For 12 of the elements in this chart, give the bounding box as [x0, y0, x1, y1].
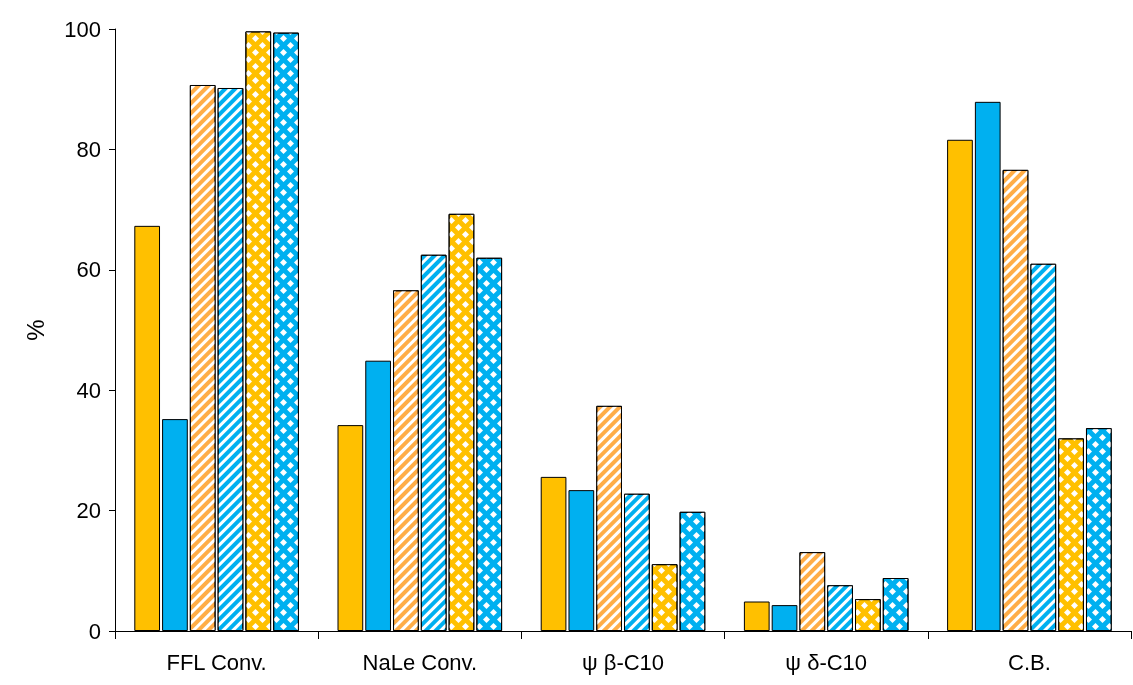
- y-axis-title: %: [21, 319, 49, 341]
- x-tick-label: FFL Conv.: [166, 649, 267, 675]
- y-tick-label: 40: [76, 377, 101, 403]
- x-tick-label: ψ β-C10: [581, 649, 665, 675]
- x-tick-label: C.B.: [1008, 649, 1051, 675]
- y-tick-label: 100: [64, 16, 101, 42]
- y-tick-label: 0: [88, 618, 101, 644]
- y-tick-label: 20: [76, 498, 101, 524]
- x-tick-label: NaLe Conv.: [362, 649, 478, 675]
- x-tick-label: ψ δ-C10: [785, 649, 868, 675]
- y-tick-label: 80: [76, 136, 101, 162]
- y-tick-label: 60: [76, 257, 101, 283]
